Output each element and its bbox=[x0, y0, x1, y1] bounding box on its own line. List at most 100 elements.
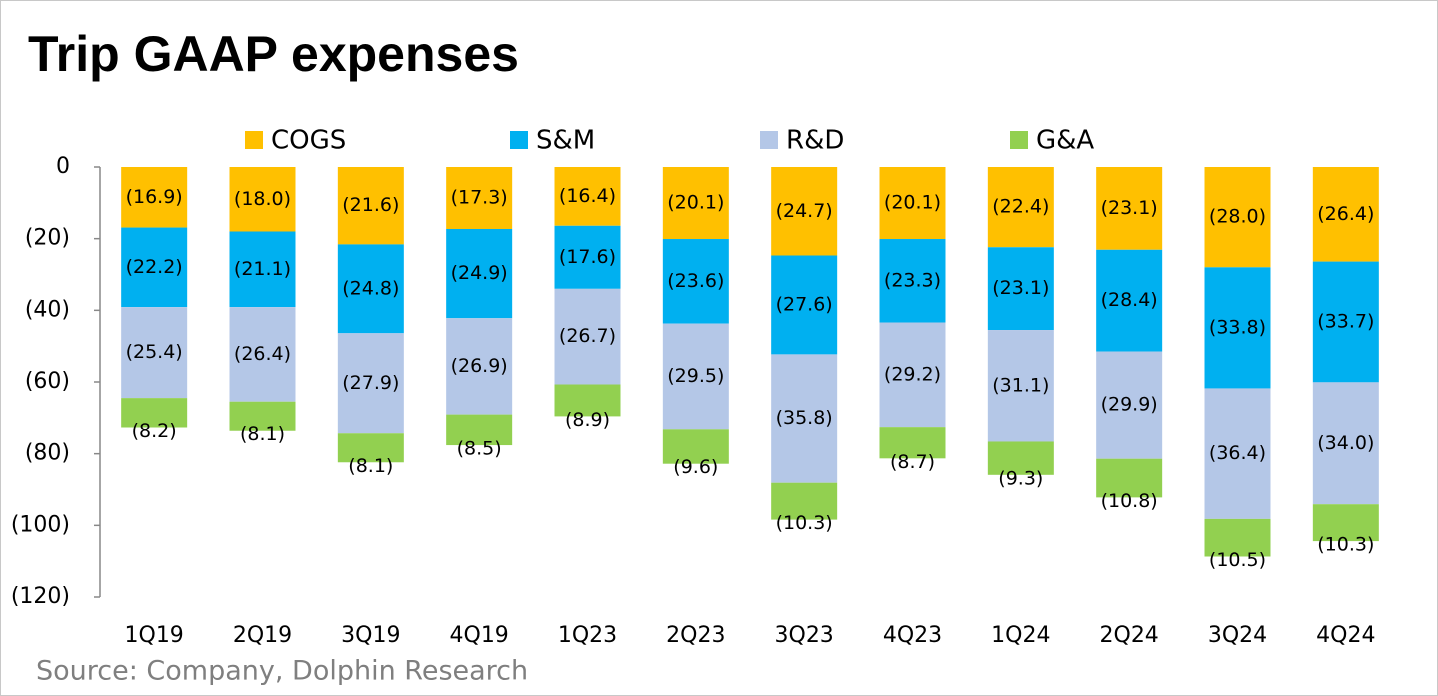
bar-segment bbox=[771, 167, 838, 256]
bar-segment bbox=[879, 322, 946, 428]
bar-segment bbox=[662, 323, 729, 430]
value-label: (26.4) bbox=[234, 343, 291, 365]
legend-label: R&D bbox=[786, 126, 844, 156]
value-label: (21.6) bbox=[342, 194, 399, 216]
bar-segment bbox=[1204, 167, 1271, 268]
bar-segment bbox=[662, 167, 729, 240]
value-label: (8.1) bbox=[240, 423, 285, 445]
x-tick-label: 4Q19 bbox=[450, 623, 509, 648]
bar-segment bbox=[1312, 382, 1379, 505]
value-label: (33.7) bbox=[1317, 310, 1374, 332]
bar-segment bbox=[229, 307, 296, 402]
legend-swatch bbox=[760, 131, 778, 149]
value-label: (29.5) bbox=[667, 365, 724, 387]
bar-segment bbox=[446, 318, 513, 415]
x-tick-label: 3Q24 bbox=[1208, 623, 1267, 648]
x-tick-label: 4Q24 bbox=[1316, 623, 1375, 648]
bar-segment bbox=[337, 244, 404, 334]
bar-segment bbox=[229, 401, 296, 431]
bar-segment bbox=[121, 398, 188, 428]
value-label: (34.0) bbox=[1317, 432, 1374, 454]
bar-segment bbox=[446, 228, 513, 319]
value-label: (24.9) bbox=[451, 262, 508, 284]
bar-segment bbox=[554, 384, 621, 417]
value-label: (8.9) bbox=[565, 409, 610, 431]
bar-segment bbox=[446, 414, 513, 446]
value-label: (23.1) bbox=[992, 277, 1049, 299]
bar-segment bbox=[1096, 167, 1163, 250]
x-tick-label: 3Q19 bbox=[341, 623, 400, 648]
bar-segment bbox=[771, 482, 838, 520]
value-label: (23.1) bbox=[1101, 197, 1158, 219]
bar-segment bbox=[229, 231, 296, 308]
source-note: Source: Company, Dolphin Research bbox=[36, 656, 528, 687]
y-tick-label: 0 bbox=[56, 154, 70, 179]
value-label: (25.4) bbox=[126, 341, 183, 363]
value-label: (27.9) bbox=[342, 372, 399, 394]
bar-segment bbox=[879, 239, 946, 323]
value-label: (29.9) bbox=[1101, 394, 1158, 416]
value-label: (22.4) bbox=[992, 196, 1049, 218]
legend-swatch bbox=[245, 131, 263, 149]
value-label: (26.7) bbox=[559, 325, 616, 347]
bar-segment bbox=[1312, 167, 1379, 262]
value-label: (8.5) bbox=[457, 438, 502, 460]
bar-segment bbox=[121, 167, 188, 228]
chart-title: Trip GAAP expenses bbox=[28, 26, 519, 82]
value-label: (17.3) bbox=[451, 186, 508, 208]
bar-segment bbox=[771, 255, 838, 355]
value-label: (23.6) bbox=[667, 270, 724, 292]
value-label: (10.8) bbox=[1101, 490, 1158, 512]
bar-segment bbox=[1312, 261, 1379, 383]
bar-segment bbox=[554, 167, 621, 226]
value-label: (20.1) bbox=[667, 192, 724, 214]
bar-segment bbox=[1204, 267, 1271, 389]
x-tick-label: 1Q24 bbox=[991, 623, 1050, 648]
value-label: (10.3) bbox=[1317, 534, 1374, 556]
value-label: (24.8) bbox=[342, 277, 399, 299]
legend-swatch bbox=[1010, 131, 1028, 149]
value-label: (10.3) bbox=[776, 512, 833, 534]
bar-segment bbox=[987, 247, 1054, 331]
value-label: (23.3) bbox=[884, 269, 941, 291]
x-tick-label: 3Q23 bbox=[775, 623, 834, 648]
value-label: (24.7) bbox=[776, 200, 833, 222]
x-tick-label: 1Q19 bbox=[125, 623, 184, 648]
bar-segment bbox=[662, 429, 729, 464]
bar-segment bbox=[987, 441, 1054, 475]
x-tick-label: 2Q24 bbox=[1100, 623, 1159, 648]
y-tick-label: (20) bbox=[25, 226, 70, 251]
value-label: (26.9) bbox=[451, 355, 508, 377]
value-label: (33.8) bbox=[1209, 316, 1266, 338]
y-tick-label: (100) bbox=[11, 512, 70, 537]
bar-segment bbox=[771, 354, 838, 483]
bar-segment bbox=[554, 288, 621, 385]
bar-segment bbox=[446, 167, 513, 229]
x-tick-label: 2Q19 bbox=[233, 623, 292, 648]
legend-label: G&A bbox=[1036, 126, 1094, 156]
bar-segment bbox=[337, 433, 404, 463]
bar-segment bbox=[987, 167, 1054, 248]
value-label: (18.0) bbox=[234, 188, 291, 210]
x-tick-label: 1Q23 bbox=[558, 623, 617, 648]
value-label: (26.4) bbox=[1317, 203, 1374, 225]
bar-segment bbox=[1096, 249, 1163, 352]
value-label: (9.6) bbox=[673, 456, 718, 478]
bar-segment bbox=[337, 333, 404, 434]
value-label: (8.7) bbox=[890, 451, 935, 473]
value-label: (20.1) bbox=[884, 192, 941, 214]
value-label: (16.4) bbox=[559, 185, 616, 207]
value-label: (31.1) bbox=[992, 374, 1049, 396]
bar-segment bbox=[1312, 504, 1379, 542]
y-tick-label: (60) bbox=[25, 369, 70, 394]
x-tick-label: 2Q23 bbox=[666, 623, 725, 648]
value-label: (22.2) bbox=[126, 256, 183, 278]
legend-label: S&M bbox=[536, 126, 595, 156]
y-tick-label: (120) bbox=[11, 584, 70, 609]
bar-segment bbox=[229, 167, 296, 232]
value-label: (29.2) bbox=[884, 363, 941, 385]
value-label: (16.9) bbox=[126, 186, 183, 208]
y-tick-label: (80) bbox=[25, 441, 70, 466]
value-label: (10.5) bbox=[1209, 549, 1266, 571]
bar-segment bbox=[662, 239, 729, 324]
